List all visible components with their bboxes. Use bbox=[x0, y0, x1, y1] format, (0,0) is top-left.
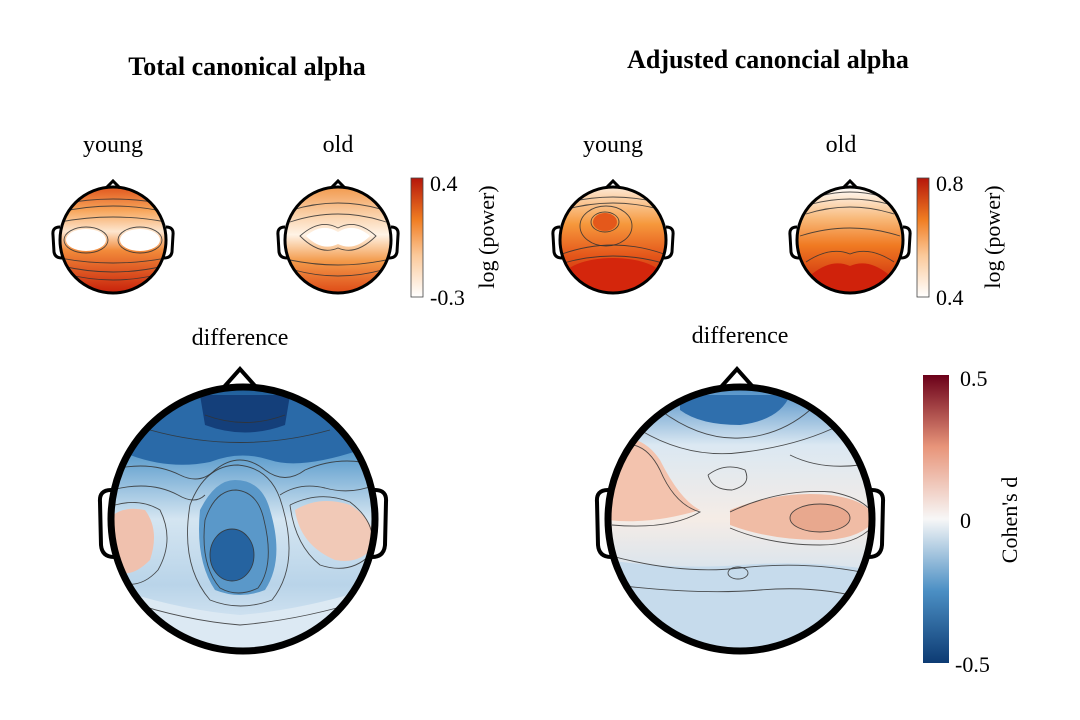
left-old-label: old bbox=[323, 132, 354, 158]
left-colorbar-label: log (power) bbox=[474, 185, 499, 288]
diff-colorbar-min: -0.5 bbox=[955, 652, 990, 677]
topomap-right-difference bbox=[594, 365, 886, 655]
difference-colorbar: 0.5 0 -0.5 Cohen's d bbox=[923, 366, 1022, 677]
topomap-right-young bbox=[551, 178, 675, 295]
topomap-left-difference bbox=[97, 365, 389, 655]
diff-colorbar-label: Cohen's d bbox=[997, 477, 1022, 563]
right-colorbar-max: 0.8 bbox=[936, 171, 964, 196]
left-power-colorbar: 0.4 -0.3 log (power) bbox=[410, 171, 499, 310]
right-young-label: young bbox=[583, 132, 643, 158]
right-difference-label: difference bbox=[692, 323, 789, 349]
left-colorbar-min: -0.3 bbox=[430, 285, 465, 310]
topomap-right-old bbox=[788, 178, 912, 295]
diff-colorbar-mid: 0 bbox=[960, 508, 971, 533]
topomap-left-young bbox=[51, 178, 175, 295]
right-panel-title: Adjusted canoncial alpha bbox=[627, 45, 909, 74]
left-difference-label: difference bbox=[192, 325, 289, 351]
right-power-colorbar: 0.8 0.4 log (power) bbox=[916, 171, 1005, 310]
left-panel-title: Total canonical alpha bbox=[128, 52, 365, 81]
topomap-left-old bbox=[276, 178, 400, 295]
left-young-label: young bbox=[83, 132, 143, 158]
diff-colorbar-max: 0.5 bbox=[960, 366, 988, 391]
right-colorbar-min: 0.4 bbox=[936, 285, 964, 310]
left-colorbar-max: 0.4 bbox=[430, 171, 458, 196]
right-old-label: old bbox=[826, 132, 857, 158]
right-colorbar-label: log (power) bbox=[980, 185, 1005, 288]
